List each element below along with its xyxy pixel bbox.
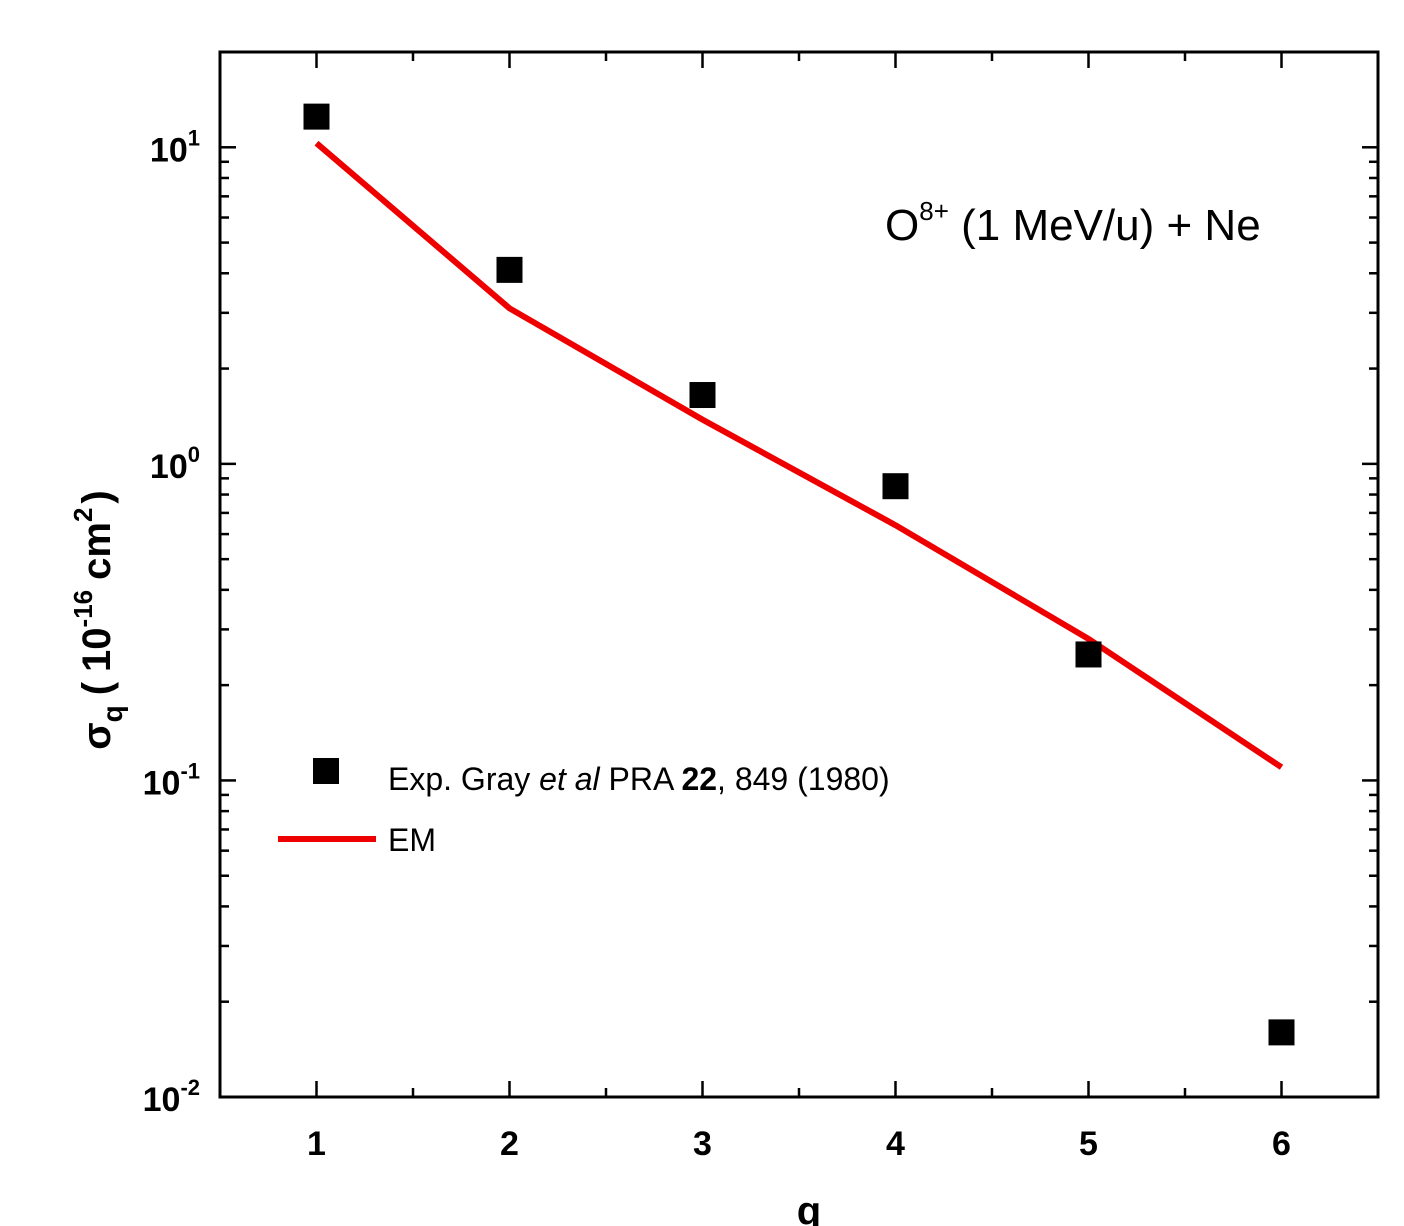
y-tick-label: 101 [150,125,200,169]
data-point [1268,1019,1295,1046]
x-tick-label: 5 [1079,1125,1098,1163]
series-layer [303,103,1295,1046]
x-tick-label: 6 [1272,1125,1291,1163]
x-tick-labels: 1 2 3 4 5 6 [307,1125,1291,1163]
em-line [314,140,1284,770]
y-tick-labels: 101 100 10-1 10-2 [143,125,200,1119]
legend-label-experiment: Exp. Gray et al PRA 22, 849 (1980) [388,761,890,797]
y-axis-title: σq(10-16cm2) [68,490,128,750]
data-point [303,103,330,130]
legend-label-em: EM [388,822,436,858]
x-tick-label: 2 [500,1125,519,1163]
legend: Exp. Gray et al PRA 22, 849 (1980) EM [278,758,890,858]
data-point [689,382,716,409]
x-tick-label: 3 [693,1125,712,1163]
legend-marker-experiment [313,758,339,784]
annotation: O8+ (1 MeV/u) + Ne [885,196,1261,250]
x-axis-title: q [797,1189,821,1226]
data-point [1075,641,1102,668]
y-tick-label: 100 [150,442,200,486]
y-tick-label: 10-2 [143,1075,200,1119]
data-point [496,256,523,283]
minor-ticks [220,50,1378,1097]
x-tick-label: 4 [886,1125,905,1163]
major-ticks [220,52,1378,1099]
y-tick-label: 10-1 [143,758,200,802]
data-point [882,473,909,500]
x-tick-label: 1 [307,1125,326,1163]
